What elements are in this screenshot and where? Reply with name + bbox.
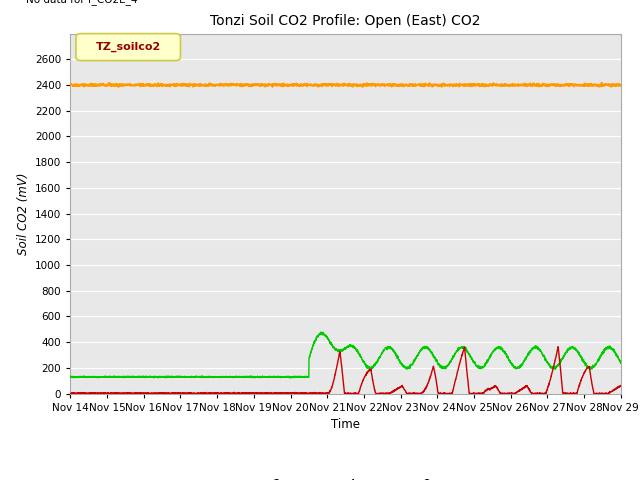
- Text: TZ_soilco2: TZ_soilco2: [95, 42, 161, 52]
- FancyBboxPatch shape: [76, 34, 180, 60]
- Text: No data for f_CO2E_4: No data for f_CO2E_4: [26, 0, 138, 5]
- Legend: -2cm, -4cm, -8cm: -2cm, -4cm, -8cm: [238, 473, 453, 480]
- Y-axis label: Soil CO2 (mV): Soil CO2 (mV): [17, 172, 29, 255]
- X-axis label: Time: Time: [331, 418, 360, 431]
- Title: Tonzi Soil CO2 Profile: Open (East) CO2: Tonzi Soil CO2 Profile: Open (East) CO2: [211, 14, 481, 28]
